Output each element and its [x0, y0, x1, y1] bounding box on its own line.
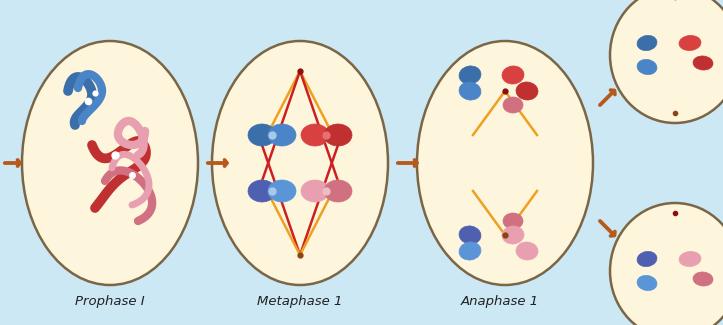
Ellipse shape — [22, 41, 198, 285]
Ellipse shape — [679, 35, 701, 50]
Ellipse shape — [503, 213, 523, 229]
Ellipse shape — [324, 124, 352, 146]
Ellipse shape — [637, 59, 657, 74]
Ellipse shape — [679, 252, 701, 266]
Ellipse shape — [502, 66, 524, 84]
Ellipse shape — [248, 124, 276, 146]
Ellipse shape — [637, 275, 657, 291]
Ellipse shape — [268, 124, 296, 146]
Text: Metaphase 1: Metaphase 1 — [257, 295, 343, 308]
Ellipse shape — [516, 82, 538, 100]
Ellipse shape — [248, 180, 276, 202]
Ellipse shape — [417, 41, 593, 285]
Ellipse shape — [212, 41, 388, 285]
Ellipse shape — [516, 242, 538, 260]
Ellipse shape — [610, 203, 723, 325]
Ellipse shape — [693, 56, 713, 70]
Ellipse shape — [459, 82, 481, 100]
Ellipse shape — [459, 66, 481, 84]
Text: Anaphase 1: Anaphase 1 — [461, 295, 539, 308]
Ellipse shape — [503, 97, 523, 113]
Ellipse shape — [459, 226, 481, 244]
Ellipse shape — [502, 226, 524, 244]
Ellipse shape — [268, 180, 296, 202]
Ellipse shape — [637, 35, 657, 51]
Ellipse shape — [693, 272, 713, 286]
Ellipse shape — [324, 180, 352, 202]
Ellipse shape — [610, 0, 723, 123]
Ellipse shape — [301, 124, 329, 146]
Ellipse shape — [301, 180, 329, 202]
Text: Prophase I: Prophase I — [75, 295, 145, 308]
Ellipse shape — [637, 252, 657, 266]
Ellipse shape — [459, 242, 481, 260]
